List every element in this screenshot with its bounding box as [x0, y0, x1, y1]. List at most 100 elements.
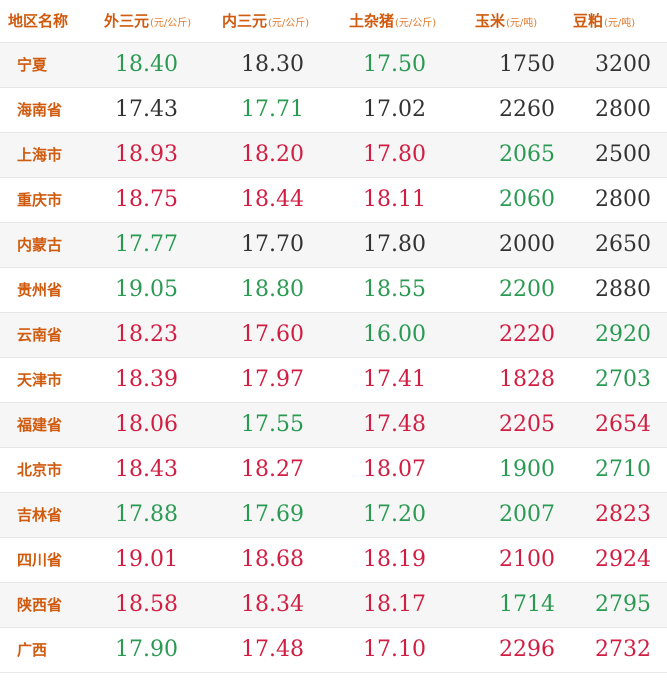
inner-three-breed-price: 17.60 — [216, 312, 343, 358]
inner-three-breed-price: 18.20 — [216, 132, 343, 178]
native-hog-price: 17.41 — [343, 357, 469, 403]
table-row: 陕西省 18.58 18.34 18.17 1714 2795 — [0, 582, 667, 628]
corn-price: 2000 — [469, 222, 567, 268]
region-name: 海南省 — [0, 87, 98, 133]
outer-three-breed-price: 18.58 — [98, 582, 216, 628]
corn-price: 1714 — [469, 582, 567, 628]
outer-three-breed-price: 17.90 — [98, 627, 216, 673]
inner-three-breed-price: 18.27 — [216, 447, 343, 493]
table-header: 地区名称 外三元(元/公斤) 内三元(元/公斤) 土杂猪(元/公斤) 玉米(元/… — [0, 0, 667, 43]
header-native-hog: 土杂猪(元/公斤) — [343, 0, 469, 43]
outer-three-breed-price: 18.40 — [98, 42, 216, 88]
soybean-meal-price: 3200 — [567, 42, 667, 88]
region-name: 天津市 — [0, 357, 98, 403]
table-row: 福建省 18.06 17.55 17.48 2205 2654 — [0, 402, 667, 448]
corn-price: 2220 — [469, 312, 567, 358]
corn-price: 1828 — [469, 357, 567, 403]
region-name: 四川省 — [0, 537, 98, 583]
corn-price: 2100 — [469, 537, 567, 583]
table-row: 上海市 18.93 18.20 17.80 2065 2500 — [0, 132, 667, 178]
region-name: 重庆市 — [0, 177, 98, 223]
outer-three-breed-price: 18.75 — [98, 177, 216, 223]
region-name: 北京市 — [0, 447, 98, 493]
inner-three-breed-price: 17.71 — [216, 87, 343, 133]
corn-price: 2260 — [469, 87, 567, 133]
region-name: 宁夏 — [0, 42, 98, 88]
corn-price: 2200 — [469, 267, 567, 313]
native-hog-price: 18.11 — [343, 177, 469, 223]
corn-price: 2065 — [469, 132, 567, 178]
native-hog-price: 18.19 — [343, 537, 469, 583]
region-name: 广西 — [0, 627, 98, 673]
header-unit: (元/公斤) — [150, 18, 192, 30]
soybean-meal-price: 2823 — [567, 492, 667, 538]
inner-three-breed-price: 18.68 — [216, 537, 343, 583]
header-label: 内三元 — [222, 12, 268, 31]
table-row: 内蒙古 17.77 17.70 17.80 2000 2650 — [0, 222, 667, 268]
native-hog-price: 17.80 — [343, 222, 469, 268]
outer-three-breed-price: 19.05 — [98, 267, 216, 313]
header-outer-three-breed: 外三元(元/公斤) — [98, 0, 216, 43]
corn-price: 1900 — [469, 447, 567, 493]
header-label: 玉米 — [475, 12, 506, 31]
native-hog-price: 16.00 — [343, 312, 469, 358]
table-row: 北京市 18.43 18.27 18.07 1900 2710 — [0, 447, 667, 493]
header-unit: (元/吨) — [604, 18, 636, 30]
table-row: 重庆市 18.75 18.44 18.11 2060 2800 — [0, 177, 667, 223]
inner-three-breed-price: 17.97 — [216, 357, 343, 403]
outer-three-breed-price: 18.93 — [98, 132, 216, 178]
header-unit: (元/公斤) — [395, 18, 437, 30]
header-unit: (元/吨) — [506, 18, 538, 30]
native-hog-price: 17.48 — [343, 402, 469, 448]
region-name: 内蒙古 — [0, 222, 98, 268]
inner-three-breed-price: 17.55 — [216, 402, 343, 448]
soybean-meal-price: 2500 — [567, 132, 667, 178]
header-region: 地区名称 — [0, 0, 98, 43]
inner-three-breed-price: 17.69 — [216, 492, 343, 538]
header-soybean-meal: 豆粕(元/吨) — [567, 0, 667, 43]
soybean-meal-price: 2800 — [567, 87, 667, 133]
corn-price: 2007 — [469, 492, 567, 538]
native-hog-price: 18.55 — [343, 267, 469, 313]
inner-three-breed-price: 18.34 — [216, 582, 343, 628]
soybean-meal-price: 2924 — [567, 537, 667, 583]
soybean-meal-price: 2795 — [567, 582, 667, 628]
region-name: 云南省 — [0, 312, 98, 358]
corn-price: 2060 — [469, 177, 567, 223]
table-row: 贵州省 19.05 18.80 18.55 2200 2880 — [0, 267, 667, 313]
header-label: 外三元 — [104, 12, 150, 31]
region-name: 上海市 — [0, 132, 98, 178]
header-inner-three-breed: 内三元(元/公斤) — [216, 0, 343, 43]
header-row: 地区名称 外三元(元/公斤) 内三元(元/公斤) 土杂猪(元/公斤) 玉米(元/… — [0, 0, 667, 43]
outer-three-breed-price: 18.23 — [98, 312, 216, 358]
table-body: 宁夏 18.40 18.30 17.50 1750 3200 海南省 17.43 17.71 17… — [0, 42, 667, 673]
soybean-meal-price: 2703 — [567, 357, 667, 403]
outer-three-breed-price: 18.43 — [98, 447, 216, 493]
table-row: 云南省 18.23 17.60 16.00 2220 2920 — [0, 312, 667, 358]
inner-three-breed-price: 17.48 — [216, 627, 343, 673]
native-hog-price: 17.20 — [343, 492, 469, 538]
outer-three-breed-price: 17.77 — [98, 222, 216, 268]
table-row: 天津市 18.39 17.97 17.41 1828 2703 — [0, 357, 667, 403]
corn-price: 2205 — [469, 402, 567, 448]
header-label: 土杂猪 — [349, 12, 395, 31]
header-corn: 玉米(元/吨) — [469, 0, 567, 43]
native-hog-price: 18.07 — [343, 447, 469, 493]
outer-three-breed-price: 18.39 — [98, 357, 216, 403]
soybean-meal-price: 2732 — [567, 627, 667, 673]
outer-three-breed-price: 17.43 — [98, 87, 216, 133]
outer-three-breed-price: 17.88 — [98, 492, 216, 538]
header-label: 豆粕 — [573, 12, 604, 31]
soybean-meal-price: 2920 — [567, 312, 667, 358]
table-row: 四川省 19.01 18.68 18.19 2100 2924 — [0, 537, 667, 583]
table-row: 广西 17.90 17.48 17.10 2296 2732 — [0, 627, 667, 673]
region-name: 贵州省 — [0, 267, 98, 313]
inner-three-breed-price: 17.70 — [216, 222, 343, 268]
soybean-meal-price: 2650 — [567, 222, 667, 268]
table-row: 吉林省 17.88 17.69 17.20 2007 2823 — [0, 492, 667, 538]
soybean-meal-price: 2654 — [567, 402, 667, 448]
inner-three-breed-price: 18.44 — [216, 177, 343, 223]
header-unit: (元/公斤) — [268, 18, 310, 30]
soybean-meal-price: 2880 — [567, 267, 667, 313]
